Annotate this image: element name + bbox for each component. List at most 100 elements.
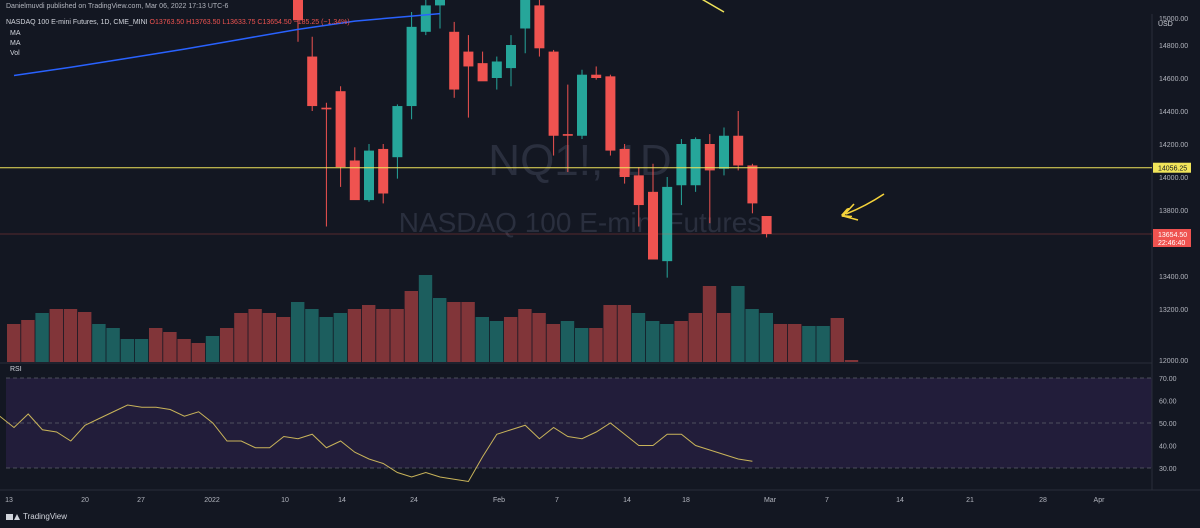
volume-bar xyxy=(745,309,759,362)
candle-body xyxy=(619,148,630,177)
rsi-tick-label: 60.00 xyxy=(1159,399,1177,406)
time-tick-label: 13 xyxy=(5,497,13,504)
ohlc-open: O13763.50 xyxy=(149,19,185,26)
volume-bar xyxy=(177,339,191,362)
price-tick-label: 14000.00 xyxy=(1159,175,1188,182)
volume-bar xyxy=(49,309,63,362)
time-tick-label: 7 xyxy=(825,497,829,504)
volume-bar xyxy=(404,291,418,362)
volume-bar xyxy=(688,313,702,362)
countdown-label: 22:46:40 xyxy=(1158,240,1185,247)
candle-body xyxy=(577,74,587,136)
candle-body xyxy=(420,5,431,32)
annotation-arrow-icon xyxy=(846,193,885,214)
candle-body xyxy=(591,74,602,78)
volume-bar xyxy=(63,309,78,362)
volume-bar xyxy=(7,324,21,362)
price-tick-label: 13200.00 xyxy=(1159,307,1188,314)
volume-bar xyxy=(447,302,461,362)
volume-bar xyxy=(589,328,603,362)
volume-bar xyxy=(262,313,276,362)
volume-bar xyxy=(376,309,390,362)
candle-body xyxy=(435,0,445,6)
candle-body xyxy=(676,144,687,186)
candle-body xyxy=(449,31,460,90)
candle-body xyxy=(690,139,701,186)
volume-bar xyxy=(134,339,149,362)
candle-body xyxy=(477,63,488,82)
volume-bar xyxy=(830,318,844,362)
rsi-tick-label: 70.00 xyxy=(1159,376,1177,383)
tradingview-brand[interactable]: TradingView xyxy=(6,512,67,521)
candles xyxy=(293,0,772,278)
volume-bar xyxy=(816,326,830,362)
volume-bar xyxy=(802,326,816,362)
volume-bar xyxy=(702,286,717,362)
price-tick-label: 15000.00 xyxy=(1159,16,1188,23)
volume-bar xyxy=(92,324,106,362)
annotation-arrow-head xyxy=(841,203,859,221)
candle-body xyxy=(321,107,332,110)
volume-bar xyxy=(731,286,745,362)
volume-bar xyxy=(660,324,674,362)
volume-bar xyxy=(276,317,291,362)
indicator-volume[interactable]: Vol xyxy=(10,50,20,57)
volume-bar xyxy=(234,313,248,362)
volume-bar xyxy=(418,275,433,362)
ohlc-close: C13654.50 xyxy=(257,19,292,26)
volume-bar xyxy=(717,313,731,362)
candle-body xyxy=(747,165,758,204)
time-tick-label: 20 xyxy=(81,497,89,504)
volume-bar xyxy=(390,309,404,362)
last-price-label: 13654.50 xyxy=(1158,232,1187,239)
symbol-info: NASDAQ 100 E-mini Futures, 1D, CME_MINI … xyxy=(6,18,350,27)
time-tick-label: Feb xyxy=(493,497,505,504)
volume-bar xyxy=(21,320,35,362)
volume-bar xyxy=(120,339,134,362)
volume-bar xyxy=(532,313,546,362)
rsi-tick-label: 40.00 xyxy=(1159,444,1177,451)
volume-bar xyxy=(560,321,575,362)
brand-name: TradingView xyxy=(23,512,68,521)
last-price-badge xyxy=(1153,229,1191,248)
volume-bar xyxy=(546,324,560,362)
candle-body xyxy=(704,144,715,171)
ohlc-high: H13763.50 xyxy=(186,19,221,26)
candle-body xyxy=(463,51,474,67)
volume-bar xyxy=(163,332,177,362)
volume-bar xyxy=(504,317,518,362)
indicator-ma-2[interactable]: MA xyxy=(10,40,21,47)
volume-bar xyxy=(475,317,489,362)
time-tick-label: 27 xyxy=(137,497,145,504)
candle-body xyxy=(520,0,531,29)
rsi-label[interactable]: RSI xyxy=(10,366,22,373)
time-tick-label: 7 xyxy=(555,497,559,504)
level-price-label: 14056.25 xyxy=(1158,166,1187,173)
price-axis: 15000.00 14800.00 14600.00 14400.00 14200.00… xyxy=(1159,16,1188,365)
candle-body xyxy=(719,135,729,169)
time-tick-label: 14 xyxy=(623,497,631,504)
price-tick-label: 12000.00 xyxy=(1159,358,1188,365)
volume-bar xyxy=(149,328,163,362)
time-axis: 13 20 27 2022 10 14 24 Feb 7 14 18 Mar 7 14 21 28 Apr xyxy=(5,497,1105,504)
time-tick-label: Mar xyxy=(764,497,777,504)
indicator-ma-1[interactable]: MA xyxy=(10,30,21,37)
volume-bar xyxy=(248,309,262,362)
rsi-axis: 70.00 60.00 50.00 40.00 30.00 xyxy=(1159,376,1177,473)
price-tick-label: 14600.00 xyxy=(1159,76,1188,83)
symbol-name: NASDAQ 100 E-mini Futures, 1D, CME_MINI xyxy=(6,19,148,26)
moving-average-2-line xyxy=(701,0,725,13)
volume-bar xyxy=(617,305,631,362)
time-tick-label: 14 xyxy=(896,497,904,504)
volume-bar xyxy=(433,298,447,362)
volume-bar xyxy=(631,313,646,362)
ohlc-change: −185.25 (−1.34%) xyxy=(293,19,350,26)
time-tick-label: 14 xyxy=(338,497,346,504)
price-pane-background xyxy=(0,14,1152,362)
volume-bar xyxy=(674,321,688,362)
candle-body xyxy=(335,91,346,168)
candle-body xyxy=(534,5,545,49)
